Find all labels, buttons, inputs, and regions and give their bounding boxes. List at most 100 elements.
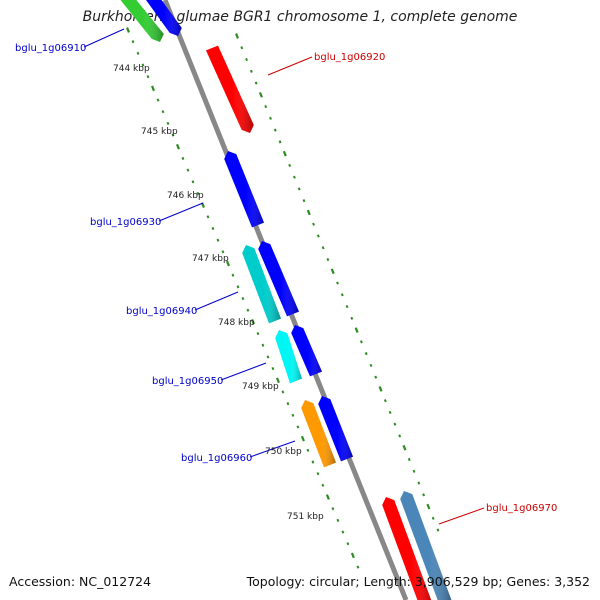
gene-label-bglu-1g06960[interactable]: bglu_1g06960 xyxy=(181,453,252,464)
tick-label-747: 747 kbp xyxy=(192,254,229,264)
tick-label-744: 744 kbp xyxy=(113,64,150,74)
gene-bglu-1g06940-blue-shading xyxy=(258,241,299,317)
gene-label-bglu-1g06910[interactable]: bglu_1g06910 xyxy=(15,43,86,54)
right-tick-track-dot xyxy=(293,175,296,179)
right-tick-track-dot xyxy=(369,363,373,367)
left-tick-track-dot xyxy=(350,552,355,559)
left-tick-track-dot xyxy=(346,542,350,546)
right-tick-track-dot xyxy=(364,352,368,356)
right-tick-track-dot xyxy=(297,187,301,191)
tick-label-746: 746 kbp xyxy=(167,191,204,201)
left-tick-track-dot xyxy=(146,75,150,79)
right-tick-track-dot xyxy=(374,375,378,379)
left-tick-track-dot xyxy=(211,226,215,231)
gene-label-bglu-1g06930[interactable]: bglu_1g06930 xyxy=(90,217,161,228)
left-tick-track-dot xyxy=(306,448,310,452)
right-tick-track-dot xyxy=(326,257,330,262)
right-tick-track-dot xyxy=(393,422,397,426)
right-tick-track-dot xyxy=(336,281,339,285)
right-tick-track-dot xyxy=(407,457,411,462)
right-tick-track-dot xyxy=(345,304,349,309)
left-tick-track-dot xyxy=(196,191,200,196)
left-tick-track-dot xyxy=(175,143,180,150)
left-tick-track-dot xyxy=(216,238,220,242)
tick-label-751: 751 kbp xyxy=(287,512,324,522)
left-tick-track-dot xyxy=(325,494,330,500)
left-tick-track-dot xyxy=(291,413,295,417)
right-tick-track-dot xyxy=(302,199,306,203)
right-tick-track-dot xyxy=(254,81,258,85)
tick-label-749: 749 kbp xyxy=(242,382,279,392)
leader-bglu-1g06970 xyxy=(438,507,485,525)
leader-bglu-1g06960 xyxy=(249,440,296,458)
gene-bglu-1g06950-cyan-shading xyxy=(275,330,302,384)
right-tick-track-dot xyxy=(273,128,277,132)
right-tick-track-dot xyxy=(417,481,421,485)
gene-bglu-1g06960-blue-shading xyxy=(318,396,353,462)
left-tick-track-dot xyxy=(261,343,265,347)
leader-bglu-1g06930 xyxy=(158,202,204,222)
leader-bglu-1g06940 xyxy=(194,291,239,311)
right-tick-track-dot xyxy=(258,91,263,98)
left-tick-track-dot xyxy=(321,483,325,487)
left-tick-track-dot xyxy=(126,27,130,33)
left-tick-track-dot xyxy=(156,98,160,102)
left-tick-track-dot xyxy=(166,121,170,125)
genome-summary-text: Topology: circular; Length: 3,906,529 bp… xyxy=(246,574,590,589)
left-tick-track-dot xyxy=(221,250,225,254)
tick-label-745: 745 kbp xyxy=(141,127,178,137)
left-tick-track-dot xyxy=(136,51,140,55)
left-tick-track-dot xyxy=(246,308,250,312)
leader-bglu-1g06910 xyxy=(83,28,125,48)
left-tick-track-dot xyxy=(231,273,235,277)
right-tick-track-dot xyxy=(249,69,253,73)
left-tick-track-dot xyxy=(225,260,230,267)
left-tick-track-dot xyxy=(191,180,195,184)
tick-dot-track xyxy=(126,27,440,569)
gene-bglu-1g06960-orange-shading xyxy=(301,400,336,468)
right-tick-track-dot xyxy=(282,150,287,157)
left-tick-track-dot xyxy=(275,377,280,384)
label-leaders xyxy=(83,28,485,525)
left-tick-track-dot xyxy=(296,425,300,429)
left-tick-track-dot xyxy=(331,507,335,511)
right-tick-track-dot xyxy=(436,528,440,532)
left-tick-track-dot xyxy=(311,460,315,464)
left-tick-track-dot xyxy=(336,518,340,522)
accession-text: Accession: NC_012724 xyxy=(9,574,152,589)
left-tick-track-dot xyxy=(186,168,190,172)
right-tick-track-dot xyxy=(240,46,244,50)
gene-bglu-1g06950-blue-shading xyxy=(291,325,322,377)
gene-label-bglu-1g06970[interactable]: bglu_1g06970 xyxy=(486,503,557,514)
right-tick-track-dot xyxy=(264,105,268,109)
left-tick-track-dot xyxy=(250,319,255,325)
left-tick-track-dot xyxy=(161,110,165,114)
gene-bglu-1g06970-steelblue-shading xyxy=(400,491,452,600)
left-tick-track-dot xyxy=(150,85,155,92)
right-tick-track-dot xyxy=(354,327,359,333)
right-tick-track-dot xyxy=(312,222,315,226)
right-tick-track-dot xyxy=(350,316,354,320)
right-tick-track-dot xyxy=(316,234,320,238)
left-tick-track-dot xyxy=(316,472,320,476)
right-tick-track-dot xyxy=(431,516,435,520)
left-tick-track-dot xyxy=(181,156,185,161)
gene-label-bglu-1g06920[interactable]: bglu_1g06920 xyxy=(314,52,385,63)
left-tick-track-dot xyxy=(256,331,260,336)
gene-bglu-1g06940-cyan-shading xyxy=(242,245,281,324)
right-tick-track-dot xyxy=(383,399,387,403)
right-tick-track-dot xyxy=(330,268,335,275)
gene-label-bglu-1g06940[interactable]: bglu_1g06940 xyxy=(126,306,197,317)
left-tick-track-dot xyxy=(171,133,175,137)
left-tick-track-dot xyxy=(281,390,285,394)
right-tick-track-dot xyxy=(306,209,311,216)
gene-bglu-1g06910-green-shading xyxy=(120,0,164,42)
gene-label-bglu-1g06950[interactable]: bglu_1g06950 xyxy=(152,376,223,387)
right-tick-track-dot xyxy=(402,444,407,451)
right-tick-track-dot xyxy=(388,410,392,415)
right-tick-track-dot xyxy=(245,57,248,62)
right-tick-track-dot xyxy=(235,33,239,39)
tick-label-748: 748 kbp xyxy=(218,318,255,328)
